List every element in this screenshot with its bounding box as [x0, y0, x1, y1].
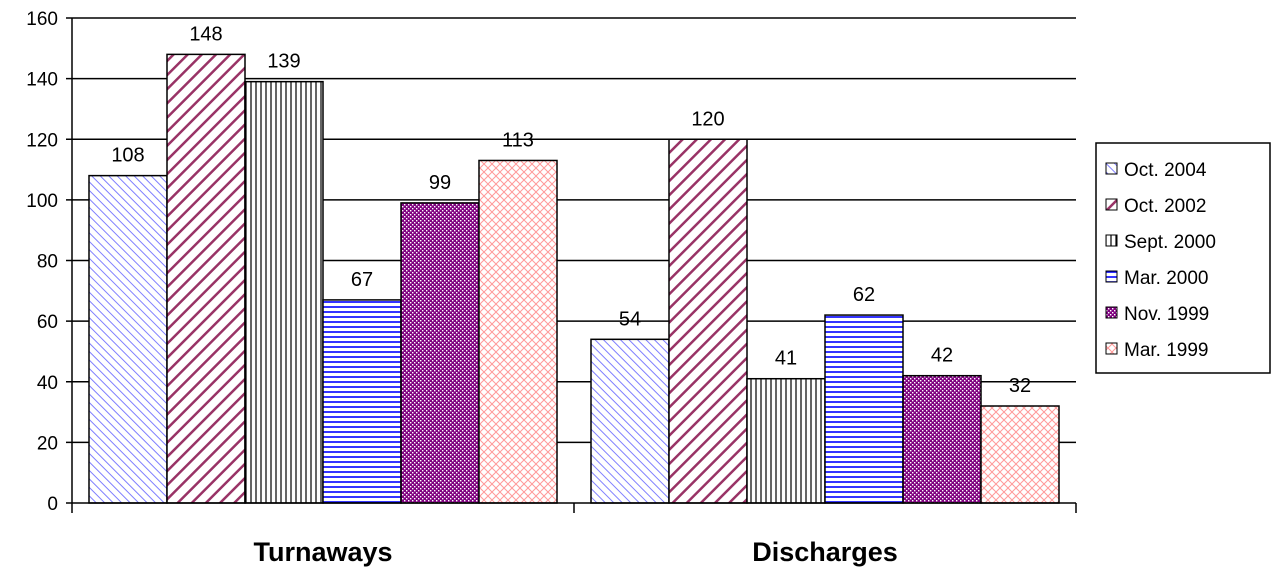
legend: Oct. 2004 Oct. 2002 Sept. 2000 Mar. 2000 Nov… [1095, 142, 1271, 374]
y-tick-label: 160 [26, 9, 58, 30]
legend-swatch-icon [1105, 342, 1118, 355]
data-label: 32 [1009, 375, 1031, 397]
data-label: 120 [691, 108, 724, 130]
data-label: 42 [931, 345, 953, 367]
bars [88, 53, 1060, 504]
data-label: 139 [267, 51, 300, 73]
legend-swatch-icon [1105, 234, 1118, 247]
data-label: 54 [619, 308, 641, 330]
data-label: 108 [111, 145, 144, 167]
data-label: 41 [775, 348, 797, 370]
y-tick-label: 0 [47, 494, 58, 515]
data-label: 148 [189, 23, 222, 45]
bar-discharges-6 [980, 405, 1060, 504]
legend-label: Oct. 2004 [1124, 160, 1207, 181]
bar-turnaways-5 [400, 202, 480, 504]
bar-discharges-2 [668, 138, 748, 504]
legend-swatch-icon [1105, 162, 1118, 175]
bar-discharges-4 [824, 314, 904, 504]
y-tick-label: 140 [26, 70, 58, 91]
bar-turnaways-1 [88, 174, 168, 504]
legend-label: Oct. 2002 [1124, 196, 1206, 217]
y-tick-label: 20 [37, 433, 58, 454]
legend-label: Sept. 2000 [1124, 232, 1216, 253]
bar-turnaways-4 [322, 299, 402, 504]
bar-turnaways-3 [244, 80, 324, 504]
legend-swatch-icon [1105, 306, 1118, 319]
bar-turnaways-6 [478, 159, 558, 504]
legend-box [1095, 142, 1271, 374]
bar-discharges-1 [590, 338, 670, 504]
data-label: 62 [853, 284, 875, 306]
legend-swatch-icon [1105, 198, 1118, 211]
y-tick-label: 100 [26, 191, 58, 212]
axes [71, 18, 1077, 513]
data-label: 67 [351, 269, 373, 291]
data-label: 113 [502, 129, 534, 151]
bar-discharges-3 [746, 377, 826, 504]
x-axis-categories: Turnaways Discharges [253, 537, 897, 567]
y-tick-label: 120 [26, 130, 58, 151]
bar-turnaways-2 [166, 53, 246, 504]
legend-label: Mar. 2000 [1124, 268, 1209, 289]
data-labels: 108 148 139 67 99 113 54 120 41 62 42 32 [111, 23, 1031, 397]
y-tick-label: 60 [37, 312, 58, 333]
legend-label: Nov. 1999 [1124, 304, 1209, 325]
data-label: 99 [429, 172, 451, 194]
y-tick-label: 40 [37, 373, 58, 394]
y-tick-label: 80 [37, 252, 58, 273]
category-label-turnaways: Turnaways [253, 537, 392, 567]
category-label-discharges: Discharges [752, 537, 898, 567]
bar-discharges-5 [902, 374, 982, 504]
legend-label: Mar. 1999 [1124, 340, 1209, 361]
legend-swatch-icon [1105, 270, 1118, 283]
y-axis-ticks: 0 20 40 60 80 100 120 140 160 [26, 9, 72, 515]
